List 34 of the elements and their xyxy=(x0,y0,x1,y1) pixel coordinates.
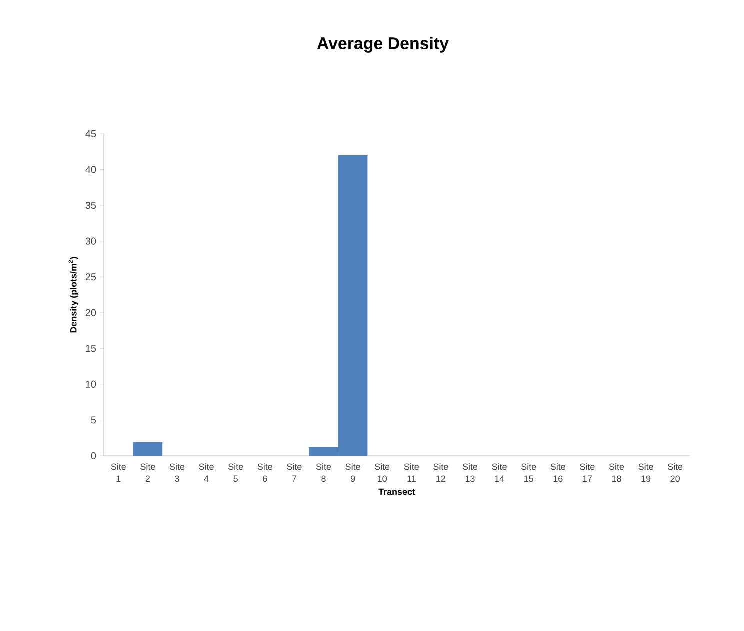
x-tick-label: Site 9 xyxy=(346,464,360,482)
y-tick-label: 40 xyxy=(86,166,96,174)
x-tick-label: Site 6 xyxy=(258,464,272,482)
x-tick-label: Site 20 xyxy=(668,464,683,482)
y-tick-label: 45 xyxy=(86,130,96,138)
x-tick-label: Site 11 xyxy=(404,464,419,482)
x-tick-label: Site 12 xyxy=(434,464,448,482)
x-tick-label: Site 14 xyxy=(492,464,507,482)
x-tick-label: Site 7 xyxy=(287,464,302,482)
y-axis-title: Density (plots/m$^{2}$) xyxy=(68,257,79,333)
x-tick-label: Site 18 xyxy=(609,464,624,482)
y-tick-label: 35 xyxy=(86,202,96,210)
y-tick-label: 25 xyxy=(86,274,96,281)
x-tick-label: Site 2 xyxy=(140,464,156,482)
x-tick-label: Site 3 xyxy=(170,464,185,482)
y-tick-label: 15 xyxy=(86,345,96,352)
chart-title: Average Density xyxy=(317,37,449,53)
y-tick-label: 30 xyxy=(86,238,96,245)
y-tick-label: 20 xyxy=(86,309,96,316)
x-tick-label: Site 13 xyxy=(462,464,478,482)
x-tick-label: Site 5 xyxy=(228,464,244,482)
x-tick-label: Site 1 xyxy=(111,464,126,482)
x-tick-label: Site 17 xyxy=(580,464,595,482)
x-tick-label: Site 10 xyxy=(375,464,390,482)
x-tick-label: Site 4 xyxy=(199,464,214,482)
y-tick-label: 5 xyxy=(91,416,96,424)
y-tick-label: 0 xyxy=(91,452,96,460)
x-tick-label: Site 15 xyxy=(522,464,536,482)
x-tick-label: Site 16 xyxy=(550,464,566,482)
y-tick-label: 10 xyxy=(86,380,96,388)
bar xyxy=(133,442,163,456)
x-tick-label: Site 19 xyxy=(638,464,654,482)
x-axis-title: Transect xyxy=(378,488,416,496)
x-tick-label: Site 8 xyxy=(316,464,332,482)
